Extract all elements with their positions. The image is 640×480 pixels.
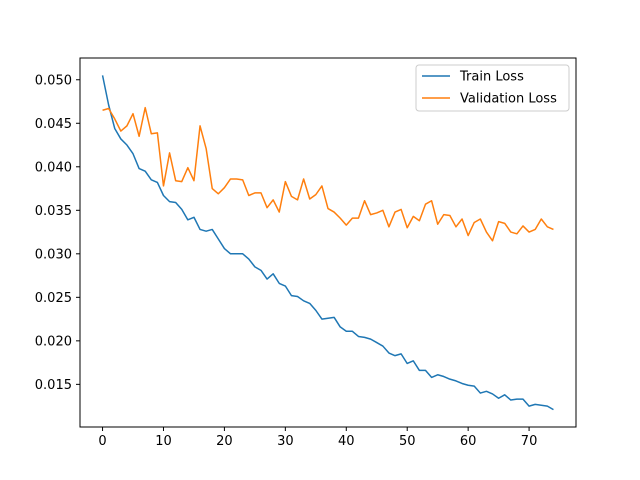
y-tick-label: 0.050	[35, 73, 72, 88]
series-line-0	[101, 75, 554, 411]
x-tick-label: 50	[399, 434, 416, 449]
y-tick-label: 0.030	[35, 247, 72, 262]
x-tick-label: 0	[98, 434, 106, 449]
x-tick-label: 30	[277, 434, 294, 449]
y-tick-label: 0.040	[35, 160, 72, 175]
y-tick-label: 0.035	[35, 204, 72, 219]
x-tick-label: 70	[521, 434, 538, 449]
y-tick-label: 0.020	[35, 334, 72, 349]
legend-label-train-loss: Train Loss	[459, 70, 524, 85]
legend: Train Loss Validation Loss	[415, 64, 570, 112]
x-tick-label: 40	[338, 434, 355, 449]
y-tick-label: 0.045	[35, 117, 72, 132]
x-axis: 0 10 20 30 40 50 60 70	[98, 427, 537, 449]
legend-box	[415, 64, 570, 112]
plot-frame	[79, 57, 577, 428]
x-tick-label: 60	[460, 434, 477, 449]
y-tick-label: 0.025	[35, 291, 72, 306]
y-tick-label: 0.015	[35, 378, 72, 393]
y-axis: 0.015 0.020 0.025 0.030 0.035 0.040 0.045 0.050	[35, 73, 80, 393]
series-line-1	[102, 106, 554, 242]
legend-label-validation-loss: Validation Loss	[460, 92, 557, 107]
series-layer	[101, 75, 554, 411]
x-tick-label: 20	[216, 434, 233, 449]
x-tick-label: 10	[155, 434, 172, 449]
